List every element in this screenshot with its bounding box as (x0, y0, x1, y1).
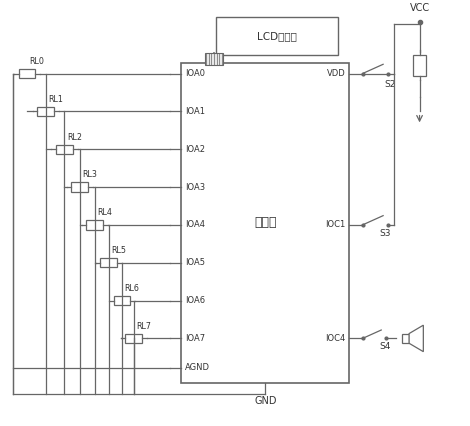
Bar (71, 182, 88, 192)
Text: IOC4: IOC4 (326, 334, 346, 343)
Polygon shape (409, 325, 423, 352)
Bar (56, 144, 73, 154)
Text: IOA7: IOA7 (185, 334, 205, 343)
Bar (204, 53, 223, 65)
Bar (101, 258, 117, 268)
Text: IOC1: IOC1 (326, 220, 346, 230)
Bar (19, 69, 36, 78)
Text: IOA1: IOA1 (185, 107, 205, 116)
Text: IOA5: IOA5 (185, 258, 205, 267)
Bar (181, 63, 350, 383)
Bar (86, 220, 103, 230)
Text: VDD: VDD (327, 69, 346, 78)
Text: RL6: RL6 (124, 284, 139, 293)
Text: IOA2: IOA2 (185, 145, 205, 154)
Bar (125, 334, 142, 343)
Text: RL2: RL2 (67, 132, 82, 142)
Text: IOA4: IOA4 (185, 220, 205, 230)
Bar (402, 334, 409, 343)
Text: GND: GND (254, 397, 277, 406)
Text: RL0: RL0 (30, 57, 44, 66)
Bar (37, 107, 54, 116)
Text: RL1: RL1 (48, 95, 63, 104)
Text: S4: S4 (380, 343, 391, 351)
Text: IOA6: IOA6 (185, 296, 205, 305)
Text: RL7: RL7 (136, 322, 151, 331)
Text: S3: S3 (380, 229, 392, 238)
Bar (114, 296, 130, 305)
Text: AGND: AGND (185, 363, 210, 372)
Text: 单片机: 单片机 (254, 216, 277, 229)
Text: VCC: VCC (409, 3, 430, 14)
Text: IOA3: IOA3 (185, 183, 205, 192)
Text: RL5: RL5 (111, 246, 126, 255)
Text: IOA0: IOA0 (185, 69, 205, 78)
Text: S2: S2 (384, 80, 396, 89)
Text: RL3: RL3 (82, 170, 97, 179)
Bar (413, 55, 426, 76)
Text: LCD液晶屏: LCD液晶屏 (257, 31, 297, 41)
Bar (216, 17, 338, 55)
Text: RL4: RL4 (97, 208, 112, 217)
